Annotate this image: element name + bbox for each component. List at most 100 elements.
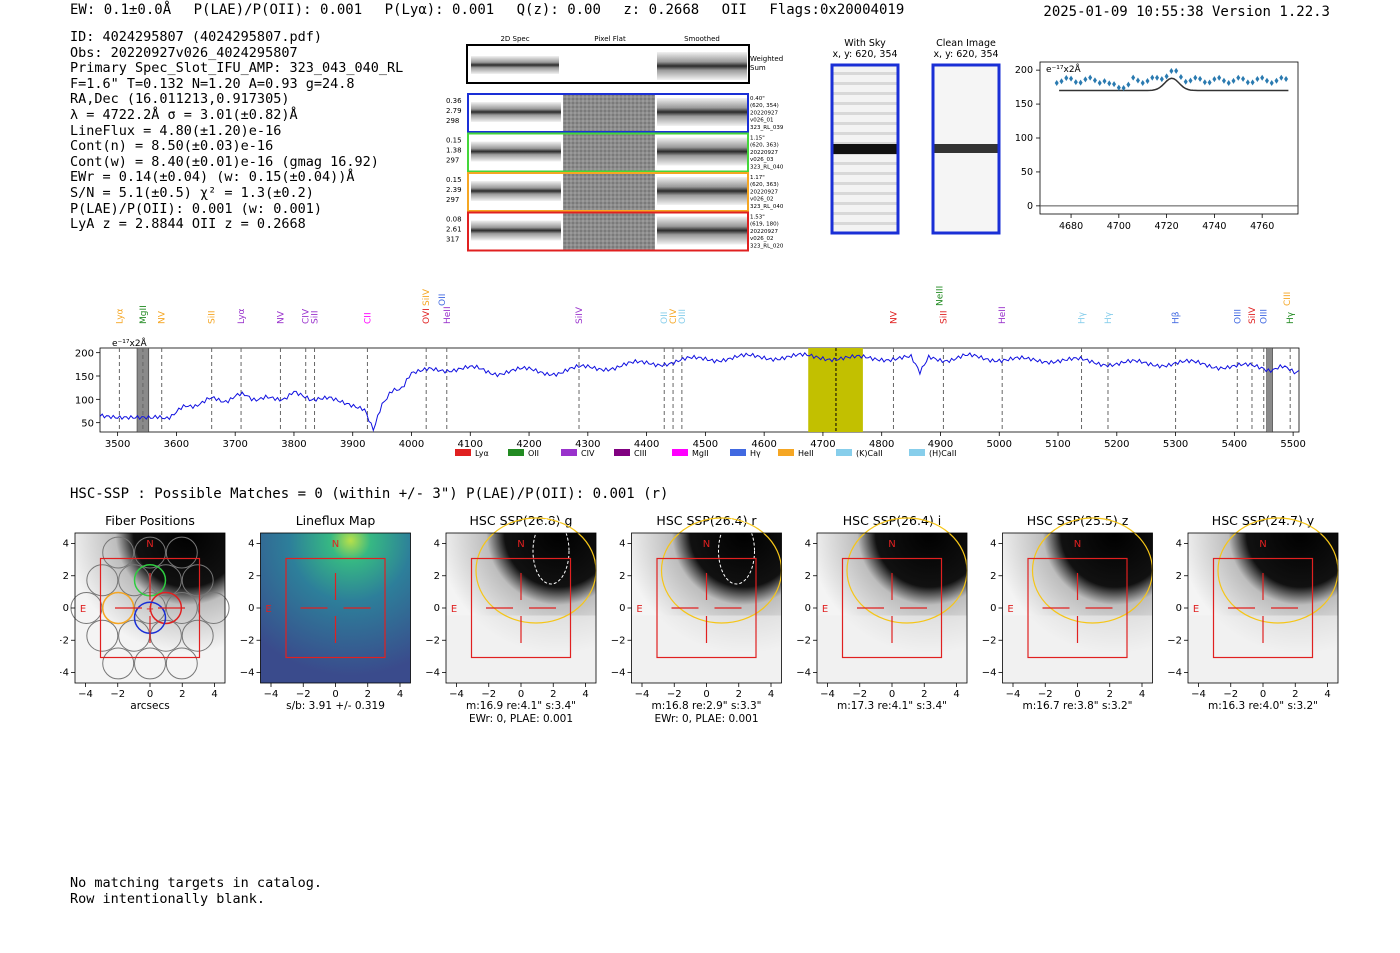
legend-label: Lyα [475,449,489,458]
hsc-x-tick-label: −2 [1223,689,1238,700]
cutout-smoothed-cell [657,177,747,205]
zoom-data-point [1078,79,1083,86]
cutout-left-value: 0.15 [446,176,462,184]
hsc-panel-caption: m:16.3 re:4.0" s:3.2" [1208,700,1318,712]
hsc-panel: Lineflux Map N E −4 −4 −2 −2 0 0 2 2 4 4 s/b: 3.91 +/… [240,513,411,712]
hsc-neighbor-ellipse [718,517,755,585]
cutout-right-value: v026_03 [750,157,774,163]
hsc-x-tick-label: −4 [820,689,835,700]
line-label: OIII [1260,309,1270,324]
line-label: OIII [678,309,688,324]
zoom-data-point [1126,81,1131,88]
hsc-panel-caption: m:16.8 re:2.9" s:3.3" [652,700,762,712]
line-label: NV [889,310,899,324]
spec-x-tick-label: 4400 [634,439,659,450]
hsc-y-tick-label: −2 [240,635,255,646]
zoom-plot [1040,67,1298,207]
header-p-lya: P(Lyα): 0.001 [384,2,495,18]
hsc-y-tick-label: 4 [805,539,811,550]
hsc-panel-title: HSC SSP(26.4) i [843,513,941,528]
spec-x-tick-label: 5200 [1104,439,1129,450]
line-label-top: CIII [1283,292,1293,306]
hsc-panel: HSC SSP(26.4) r N E −4 −4 −2 −2 0 0 2 2 4 4 m:16.8 re… [611,513,783,725]
line-label: OIII [1233,309,1243,324]
line-label: NV [276,310,286,324]
hsc-y-tick-label: 2 [248,571,254,582]
hsc-x-tick-label: −4 [635,689,650,700]
hsc-x-tick-label: 2 [736,689,742,700]
col-label-2d: 2D Spec [500,35,529,43]
timestamp-text: 2025-01-09 10:55:38 [1043,4,1204,20]
legend-swatch [508,449,524,456]
zoom-data-point [1231,77,1236,84]
spec-x-tick-label: 5000 [987,439,1012,450]
zoom-data-point [1140,80,1145,87]
zoom-y-tick-label: 50 [1021,167,1033,178]
search-box [656,557,757,659]
compass-east: E [636,604,642,615]
footer-line-1: No matching targets in catalog. [70,875,322,891]
compass-north: N [888,539,895,550]
hsc-y-tick-label: −4 [240,668,255,679]
line-label: HeII [998,306,1008,324]
line-label: SiIV [575,306,585,324]
hsc-x-tick-label: −4 [264,689,279,700]
cutout-right-value: (620, 354) [750,103,779,109]
legend-label: (K)CaII [856,449,883,458]
info-line: λ = 4722.2Å σ = 3.01(±0.82)Å [70,106,298,123]
zoom-data-point [1069,75,1074,82]
col-label-smoothed: Smoothed [684,35,720,43]
spec-x-tick-label: 3500 [105,439,130,450]
zoom-data-point [1178,73,1183,80]
cutout-right-value: v026_01 [750,118,774,124]
cutout-left-value: 2.61 [446,226,462,234]
cutout-2d-cell [471,181,561,201]
hsc-x-tick-label: 2 [550,689,556,700]
fiber-circle [165,647,198,680]
compass-north: N [1074,539,1081,550]
zoom-data-point [1193,74,1198,81]
hsc-x-tick-label: 0 [703,689,709,700]
line-label-top: SiIV [422,288,432,306]
cutout-right-value: v026_02 [750,236,774,242]
compass-east: E [265,604,271,615]
line-label-top: NeIII [935,286,945,306]
zoom-y-tick-label: 150 [1015,99,1033,110]
spec-x-tick-label: 5100 [1045,439,1070,450]
hsc-x-tick-label: 4 [953,689,959,700]
zoom-data-point [1250,79,1255,86]
cutout-right-value: (619, 180) [750,222,779,228]
spec-x-tick-label: 3700 [222,439,247,450]
hsc-y-tick-label: 0 [990,603,996,614]
lineflux-map-bg [260,533,411,683]
cutout-left-value: 317 [446,236,459,244]
spec-x-tick-label: 3600 [164,439,189,450]
cutout-row-frame [467,211,749,252]
compass-north: N [1259,539,1266,550]
zoom-y-tick-label: 0 [1027,201,1033,212]
hsc-summary: HSC-SSP : Possible Matches = 0 (within +… [70,486,669,502]
hsc-x-tick-label: −4 [78,689,93,700]
top-line-labels: SiIV OII NeIII CIII [422,286,1293,306]
hsc-panel: Fiber Positions + N E −4 −4 −2 −2 0 0 2 2 4 4 arcsecs [60,513,230,712]
hsc-y-tick-label: 2 [1176,571,1182,582]
line-label: Hγ [1286,311,1296,324]
weighted-label-1: Weighted [750,55,783,63]
hsc-x-tick-label: −2 [296,689,311,700]
hsc-panel-caption: arcsecs [130,700,169,712]
line-legend: Lyα OII CIV CIII MgII Hγ HeII (K)CaII (H)CaII [455,449,956,458]
cutout-right-value: 20220927 [750,229,778,235]
compass-east: E [822,604,828,615]
cutout-left-value: 0.36 [446,97,462,105]
spectrum-axes: 3500 3600 3700 3800 3900 4000 4100 4200 4300 4400… [75,349,1306,450]
hsc-panel-caption: m:16.9 re:4.1" s:3.4" [466,700,576,712]
cutout-right-value: 323_RL_040 [750,204,784,210]
spec-y-tick-label: 200 [75,349,94,360]
fiber-circle [86,619,119,652]
zoom-data-point [1064,74,1069,81]
zoom-data-point [1121,85,1126,92]
hsc-y-tick-label: 4 [434,539,440,550]
hsc-x-tick-label: 2 [179,689,185,700]
hsc-y-tick-label: −2 [611,635,626,646]
spec-x-tick-label: 5400 [1222,439,1247,450]
